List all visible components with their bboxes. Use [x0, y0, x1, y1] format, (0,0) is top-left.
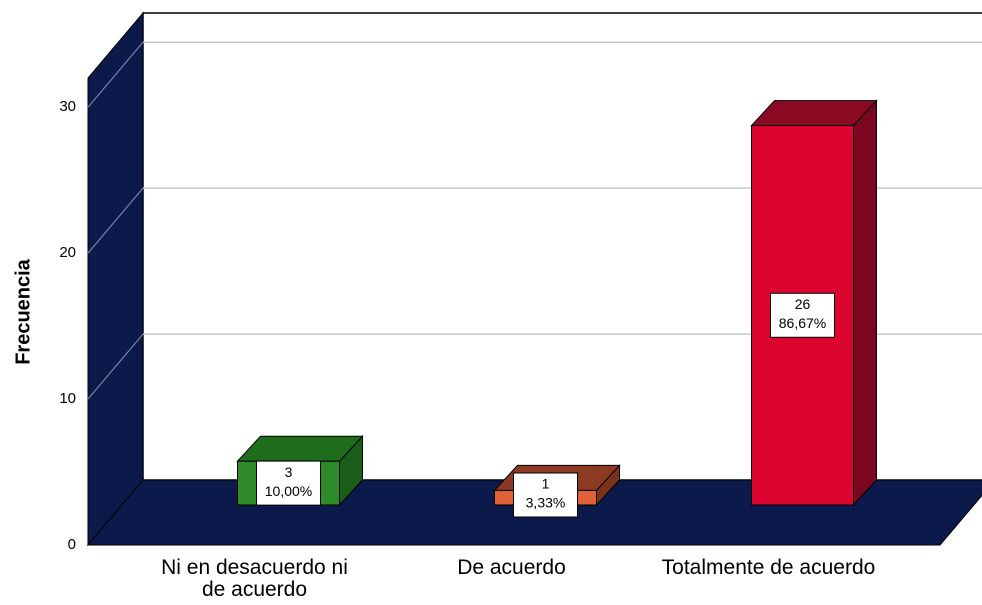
- y-tick-label: 30: [59, 98, 76, 115]
- grid-line-wall: [87, 187, 144, 254]
- bar-side: [853, 99, 877, 507]
- bar-group: 3 10,00%: [236, 434, 364, 507]
- bar-group: 26 86,67%: [750, 99, 878, 507]
- x-tick-label: Ni en desacuerdo ni de acuerdo: [161, 556, 348, 601]
- y-tick-label: 0: [68, 536, 76, 553]
- data-label-box: [256, 460, 321, 506]
- data-label-percent: 86,67%: [779, 315, 826, 331]
- data-label: 3: [285, 464, 293, 480]
- x-tick-label: Totalmente de acuerdo: [661, 556, 876, 579]
- data-label-box: [513, 472, 578, 518]
- data-label: 26: [795, 296, 811, 312]
- left-wall: [87, 11, 144, 547]
- bar-group: 1 3,33%: [493, 464, 621, 518]
- x-tick-label: De acuerdo: [457, 556, 566, 579]
- data-label-percent: 10,00%: [265, 483, 312, 499]
- grid-line-wall: [87, 333, 144, 400]
- y-tick-label: 20: [59, 244, 76, 261]
- y-tick-label: 10: [59, 390, 76, 407]
- data-label-percent: 3,33%: [526, 495, 566, 511]
- data-label-box: [770, 292, 835, 338]
- data-label: 1: [542, 476, 550, 492]
- grid-line-wall: [87, 41, 144, 108]
- y-axis-title: Frecuencia: [12, 258, 34, 364]
